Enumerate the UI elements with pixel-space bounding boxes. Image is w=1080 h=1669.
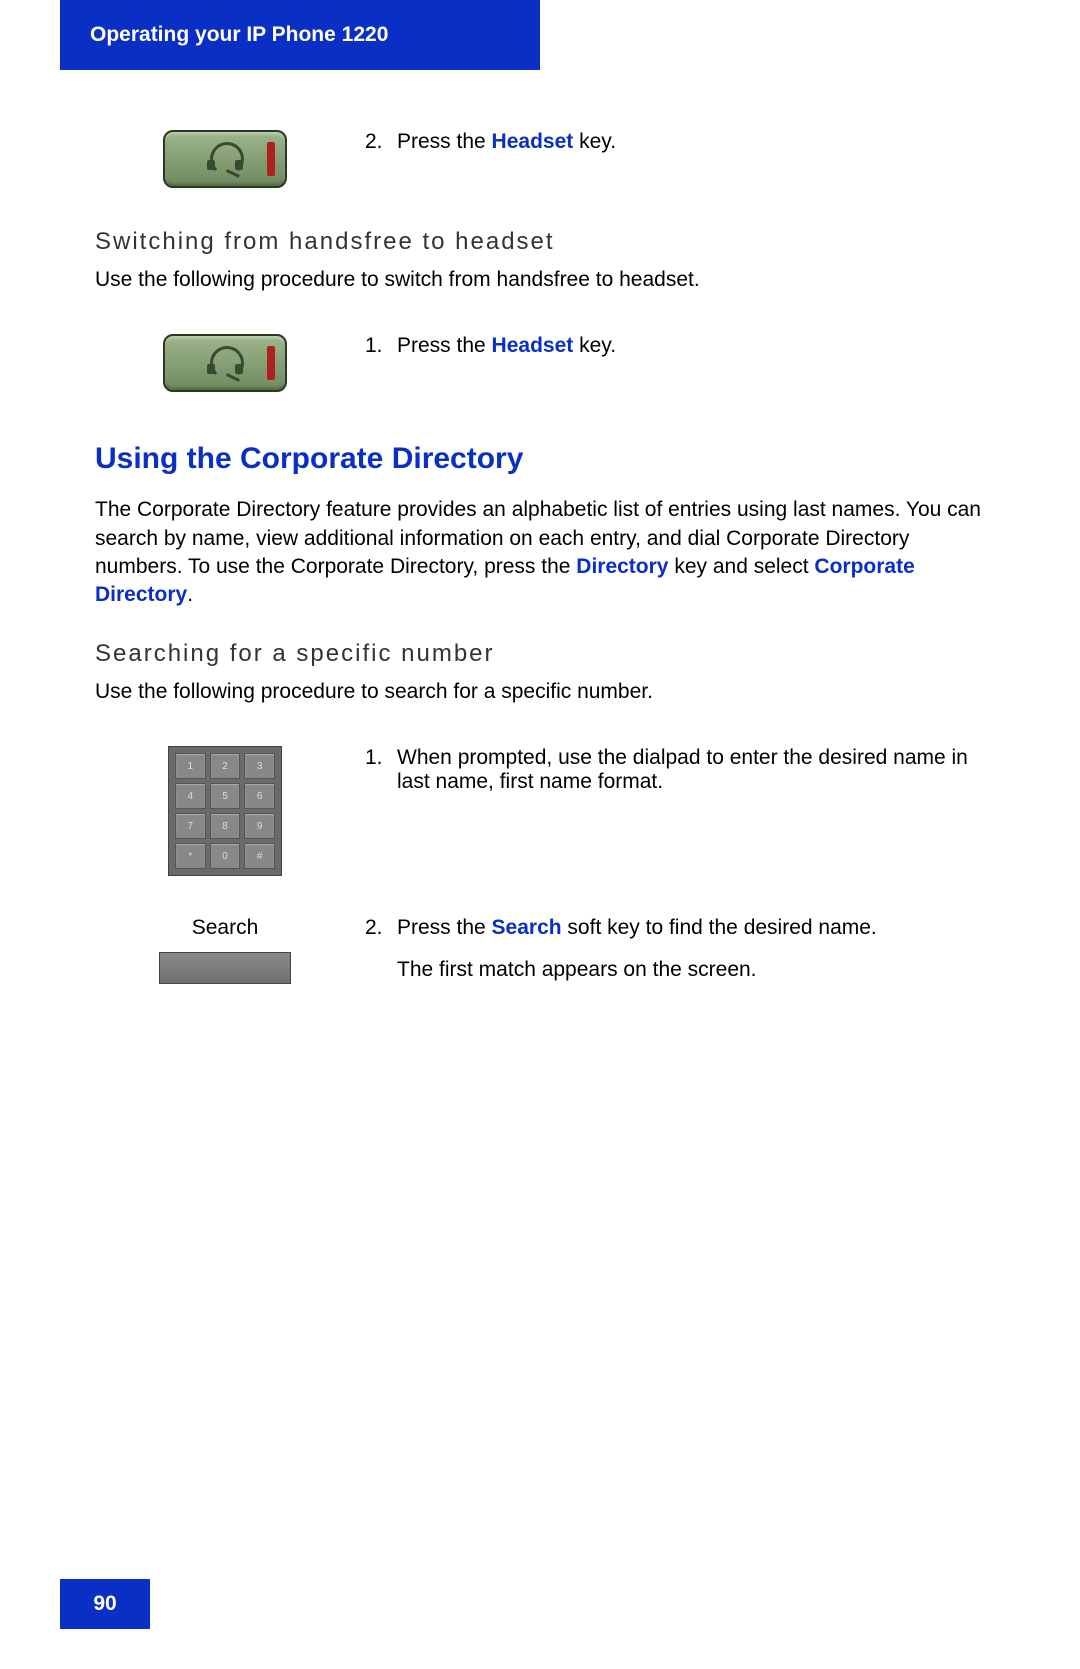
headset-indicator-icon [267, 346, 275, 380]
dialpad-key-icon: 3 [244, 753, 275, 779]
step-right-col: 2. Press the Headset key. [355, 130, 990, 154]
content-area: 2. Press the Headset key. Switching from… [95, 120, 990, 1024]
step-left-col: Search [95, 916, 355, 984]
list-text: Press the Search soft key to find the de… [397, 916, 990, 940]
list-number: 1. [365, 334, 397, 358]
key-name: Headset [492, 334, 574, 357]
dialpad-key-icon: 9 [244, 813, 275, 839]
dialpad-key-icon: 6 [244, 783, 275, 809]
step-row: 1 2 3 4 5 6 7 8 9 * 0 # 1. When prompt [95, 746, 990, 876]
step-row: 2. Press the Headset key. [95, 130, 990, 188]
text-post: key. [573, 130, 616, 153]
key-name: Search [492, 916, 562, 939]
dialpad-key-icon: 4 [175, 783, 206, 809]
dialpad-key-icon: 1 [175, 753, 206, 779]
key-name: Directory [576, 555, 668, 578]
list-item: 2. Press the Search soft key to find the… [365, 916, 990, 940]
key-name: Headset [492, 130, 574, 153]
list-text: Press the Headset key. [397, 130, 990, 154]
step-right-col: 1. When prompted, use the dialpad to ent… [355, 746, 990, 794]
text-pre: Press the [397, 334, 492, 357]
text-pre: Press the [397, 130, 492, 153]
text-post: . [187, 583, 193, 606]
list-item: The first match appears on the screen. [365, 958, 990, 982]
dialpad-key-icon: 2 [210, 753, 241, 779]
headset-indicator-icon [267, 142, 275, 176]
step-right-col: 2. Press the Search soft key to find the… [355, 916, 990, 982]
dialpad-key-icon: 7 [175, 813, 206, 839]
subsection-heading: Searching for a specific number [95, 640, 990, 668]
header-title: Operating your IP Phone 1220 [90, 23, 388, 47]
dialpad-key-icon: 5 [210, 783, 241, 809]
dialpad-icon: 1 2 3 4 5 6 7 8 9 * 0 # [168, 746, 282, 876]
step-right-col: 1. Press the Headset key. [355, 334, 990, 358]
body-paragraph: The Corporate Directory feature provides… [95, 496, 990, 609]
softkey-icon [159, 952, 291, 984]
manual-page: Operating your IP Phone 1220 2. [0, 0, 1080, 1669]
page-number: 90 [93, 1592, 116, 1616]
step-left-col [95, 130, 355, 188]
list-text: When prompted, use the dialpad to enter … [397, 746, 990, 794]
headset-glyph-icon [208, 142, 242, 176]
body-paragraph: Use the following procedure to search fo… [95, 678, 990, 706]
step-left-col [95, 334, 355, 392]
headset-glyph-icon [208, 346, 242, 380]
header-band: Operating your IP Phone 1220 [60, 0, 540, 70]
step-left-col: 1 2 3 4 5 6 7 8 9 * 0 # [95, 746, 355, 876]
text-pre: Press the [397, 916, 492, 939]
list-number: 1. [365, 746, 397, 794]
headset-key-icon [163, 130, 287, 188]
headset-key-icon [163, 334, 287, 392]
list-item: 1. When prompted, use the dialpad to ent… [365, 746, 990, 794]
dialpad-key-icon: # [244, 843, 275, 869]
body-paragraph: Use the following procedure to switch fr… [95, 266, 990, 294]
list-item: 2. Press the Headset key. [365, 130, 990, 154]
list-number [365, 958, 397, 982]
dialpad-key-icon: 0 [210, 843, 241, 869]
list-text: Press the Headset key. [397, 334, 990, 358]
section-title: Using the Corporate Directory [95, 442, 990, 476]
dialpad-key-icon: * [175, 843, 206, 869]
step-row: 1. Press the Headset key. [95, 334, 990, 392]
subsection-heading: Switching from handsfree to headset [95, 228, 990, 256]
softkey-label: Search [192, 916, 259, 940]
dialpad-key-icon: 8 [210, 813, 241, 839]
list-number: 2. [365, 916, 397, 940]
page-number-tab: 90 [60, 1579, 150, 1629]
list-item: 1. Press the Headset key. [365, 334, 990, 358]
list-text: The first match appears on the screen. [397, 958, 990, 982]
list-number: 2. [365, 130, 397, 154]
text-post: soft key to find the desired name. [562, 916, 877, 939]
step-row: Search 2. Press the Search soft key to f… [95, 916, 990, 984]
text-mid: key and select [668, 555, 814, 578]
text-post: key. [573, 334, 616, 357]
